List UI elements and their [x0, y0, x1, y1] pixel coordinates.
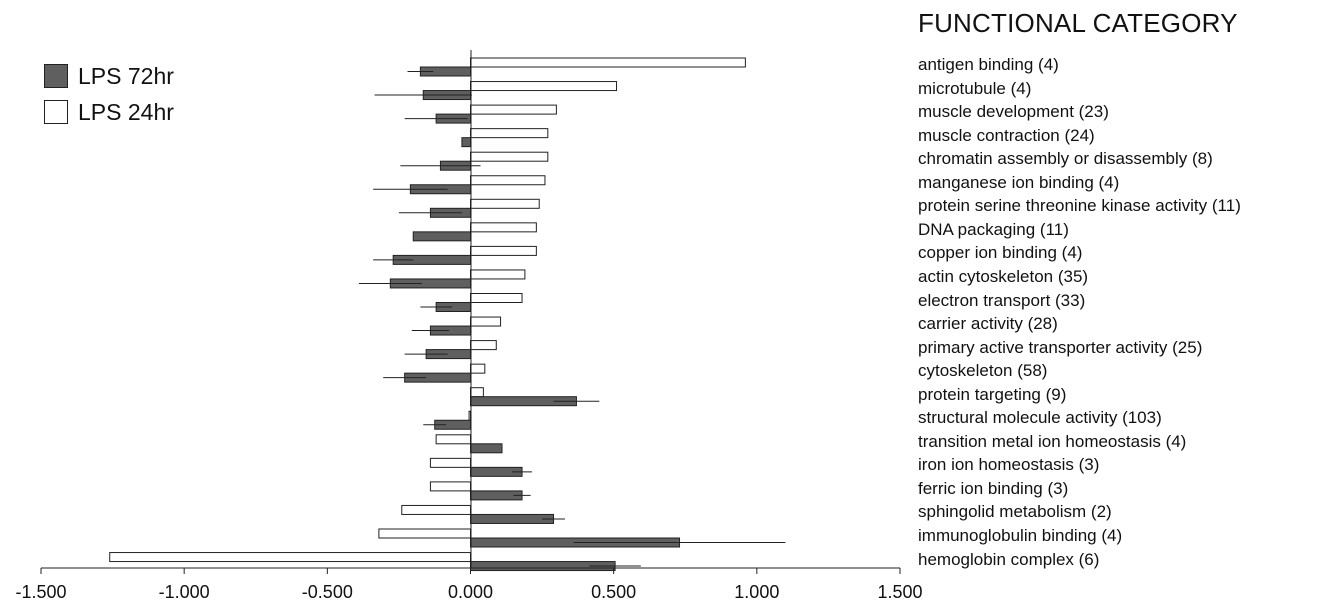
category-label: muscle development (23)	[918, 102, 1109, 122]
legend-item-lps-24hr: LPS 24hr	[44, 94, 174, 130]
bar-lps-24hr	[470, 245, 537, 256]
bar-lps-24hr	[470, 175, 546, 186]
category-label: carrier activity (28)	[918, 314, 1058, 334]
category-label: protein targeting (9)	[918, 384, 1067, 404]
bar-lps-24hr	[435, 434, 472, 445]
bar-lps-24hr	[470, 151, 549, 162]
bar-lps-72hr	[412, 231, 472, 242]
legend-swatch-lps-72hr	[44, 64, 68, 88]
category-label: hemoglobin complex (6)	[918, 549, 1100, 569]
x-tick-label: -0.500	[302, 582, 353, 602]
category-label: structural molecule activity (103)	[918, 408, 1162, 428]
bar-lps-24hr	[470, 198, 540, 209]
legend-swatch-lps-24hr	[44, 100, 68, 124]
bar-lps-24hr	[378, 528, 471, 539]
legend-label-lps-24hr: LPS 24hr	[78, 98, 174, 125]
category-label: sphingolid metabolism (2)	[918, 502, 1112, 522]
category-label: chromatin assembly or disassembly (8)	[918, 149, 1213, 169]
bar-lps-24hr	[470, 363, 486, 374]
bar-lps-72hr	[470, 513, 555, 524]
bar-lps-24hr	[470, 293, 523, 303]
legend-label-lps-72hr: LPS 72hr	[78, 62, 174, 89]
bar-lps-24hr	[470, 57, 746, 68]
bar-lps-24hr	[470, 316, 502, 327]
bar-lps-72hr	[470, 443, 503, 454]
bar-lps-24hr	[470, 269, 526, 280]
category-label: protein serine threonine kinase activity…	[918, 196, 1241, 216]
bar-lps-24hr	[470, 387, 484, 398]
category-header: FUNCTIONAL CATEGORY	[918, 8, 1238, 38]
x-tick-label: 1.000	[734, 582, 779, 602]
category-label: microtubule (4)	[918, 78, 1032, 98]
bar-lps-24hr	[470, 81, 618, 92]
x-tick-label: -1.500	[15, 582, 66, 602]
category-label: transition metal ion homeostasis (4)	[918, 431, 1187, 451]
bar-lps-24hr	[470, 128, 549, 139]
category-label: antigen binding (4)	[918, 55, 1059, 74]
legend: LPS 72hr LPS 24hr	[44, 58, 174, 130]
x-tick-label: -1.000	[159, 582, 210, 602]
bar-lps-24hr	[470, 104, 557, 115]
category-label: ferric ion binding (3)	[918, 478, 1069, 498]
bar-lps-24hr	[468, 410, 471, 421]
category-label: copper ion binding (4)	[918, 243, 1083, 263]
category-label: iron ion homeostasis (3)	[918, 455, 1100, 475]
bar-lps-24hr	[401, 504, 471, 515]
x-tick-label: 0.000	[448, 582, 493, 602]
bar-lps-24hr	[470, 222, 537, 233]
category-label: primary active transporter activity (25)	[918, 337, 1203, 357]
category-label: actin cytoskeleton (35)	[918, 266, 1089, 286]
bar-lps-72hr	[461, 137, 472, 148]
category-label: electron transport (33)	[918, 290, 1086, 310]
x-tick-label: 0.500	[591, 582, 636, 602]
legend-item-lps-72hr: LPS 72hr	[44, 58, 174, 94]
category-label: cytoskeleton (58)	[918, 361, 1048, 381]
category-label: DNA packaging (11)	[918, 219, 1069, 239]
category-label: manganese ion binding (4)	[918, 172, 1120, 192]
category-label: immunoglobulin binding (4)	[918, 526, 1123, 545]
bar-lps-24hr	[470, 340, 497, 351]
bar-lps-24hr	[109, 552, 471, 563]
bar-lps-24hr	[429, 457, 471, 468]
category-label: muscle contraction (24)	[918, 125, 1095, 145]
x-tick-label: 1.500	[877, 582, 922, 602]
bar-lps-24hr	[429, 481, 471, 492]
